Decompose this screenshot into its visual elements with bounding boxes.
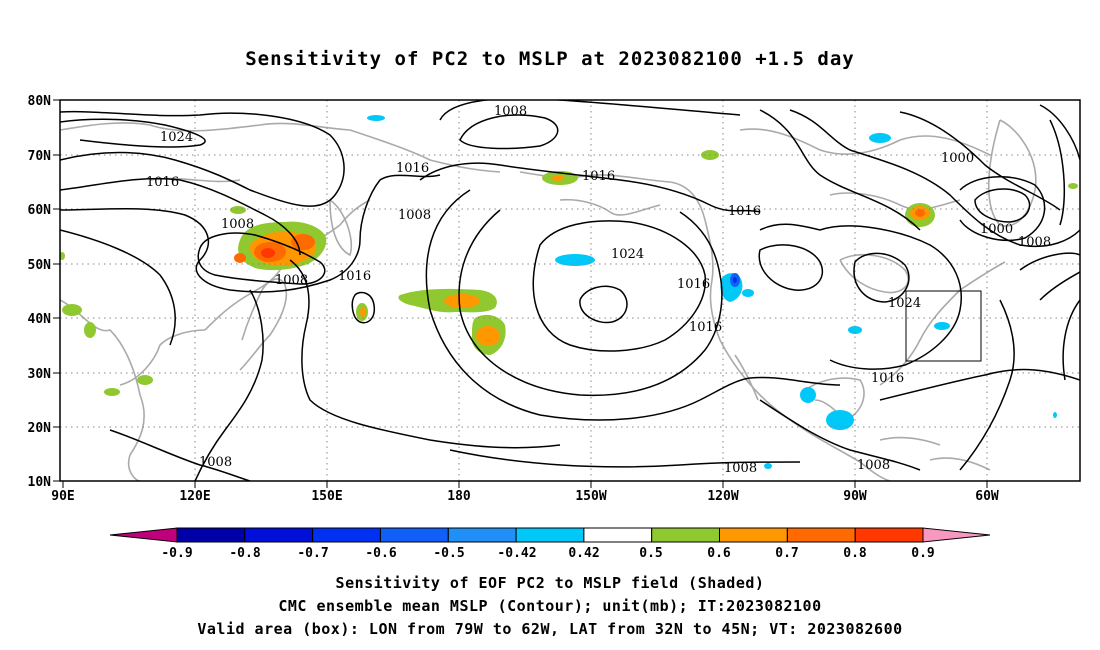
- colorbar-label: -0.8: [229, 546, 260, 561]
- lon-label: 90W: [843, 489, 867, 504]
- contour-label: 1008: [275, 273, 308, 288]
- contour-label: 1000: [980, 222, 1013, 237]
- contour-label: 1008: [221, 217, 254, 232]
- lat-label: 70N: [28, 149, 52, 164]
- colorbar-swatch: [244, 527, 314, 543]
- colorbar-swatch: [312, 527, 381, 543]
- contour-label: 1016: [396, 161, 429, 176]
- shade-small-green: [230, 206, 246, 214]
- contour-label: 1016: [582, 169, 615, 184]
- contour-label: 1016: [338, 269, 371, 284]
- axis-ticks: [53, 99, 988, 488]
- colorbar-label: 0.9: [911, 546, 934, 561]
- colorbar-swatch: [719, 527, 788, 543]
- caption-line-1: Sensitivity of EOF PC2 to MSLP field (Sh…: [335, 574, 765, 592]
- contour-label: 1008: [199, 455, 232, 470]
- lon-label: 120E: [179, 489, 210, 504]
- shade-central-pacific-positive: [356, 288, 506, 355]
- contour-label: 1024: [611, 247, 644, 262]
- contour-labels: 1008 1024 1016 1016 1016 1008 1008 1008 …: [146, 104, 1051, 476]
- contour-label: 1008: [494, 104, 527, 119]
- contour-label: 1000: [941, 151, 974, 166]
- lon-label: 90E: [51, 489, 74, 504]
- contour-label: 1008: [398, 208, 431, 223]
- lat-label: 40N: [28, 312, 52, 327]
- contour-label: 1016: [689, 320, 722, 335]
- colorbar-min-arrow: [109, 527, 178, 543]
- contour-label: 1016: [871, 371, 904, 386]
- contour-label: 1016: [728, 204, 761, 219]
- colorbar-label: -0.6: [365, 546, 396, 561]
- colorbar-swatch: [447, 527, 517, 543]
- colorbar-label: -0.9: [161, 546, 192, 561]
- contour-label: 1024: [160, 130, 193, 145]
- lat-label: 60N: [28, 203, 52, 218]
- contour-label: 1024: [888, 296, 921, 311]
- contour-label: 1008: [1018, 235, 1051, 250]
- lat-label: 30N: [28, 367, 52, 382]
- valid-area-box: [905, 290, 982, 362]
- colorbar-swatch: [854, 527, 924, 543]
- lon-label: 180: [447, 489, 471, 504]
- colorbar-swatch: [176, 527, 246, 543]
- shade-negative-blue: [367, 115, 1057, 469]
- latitude-labels: 80N 70N 60N 50N 40N 30N 20N 10N: [28, 94, 52, 490]
- lon-label: 150W: [575, 489, 606, 504]
- lat-label: 50N: [28, 258, 52, 273]
- chart-title: Sensitivity of PC2 to MSLP at 2023082100…: [245, 48, 855, 70]
- colorbar-label: 0.5: [639, 546, 662, 561]
- shade-west-green-spots: [60, 252, 153, 396]
- contour-label: 1008: [724, 461, 757, 476]
- lon-label: 60W: [975, 489, 999, 504]
- shade-siberia-positive: [234, 221, 327, 271]
- contour-label: 1008: [857, 458, 890, 473]
- lon-label: 120W: [707, 489, 738, 504]
- colorbar-label: -0.7: [297, 546, 328, 561]
- colorbar-swatch: [786, 527, 856, 543]
- caption-line-2: CMC ensemble mean MSLP (Contour); unit(m…: [278, 597, 822, 615]
- colorbar-swatch: [515, 527, 585, 543]
- lon-label: 150E: [311, 489, 342, 504]
- colorbar-label: -0.42: [497, 546, 536, 561]
- sensitivity-shading: [60, 115, 1078, 469]
- contour-label: 1016: [146, 175, 179, 190]
- colorbar-label: 0.42: [568, 546, 599, 561]
- colorbar-label: 0.6: [707, 546, 731, 561]
- mslp-contours: [60, 100, 1080, 481]
- colorbar-max-arrow: [922, 527, 991, 543]
- lat-label: 10N: [28, 475, 52, 490]
- colorbar-swatch: [583, 527, 653, 543]
- map-frame: [59, 99, 1081, 482]
- longitude-labels: 90E 120E 150E 180 150W 120W 90W 60W: [51, 489, 999, 504]
- colorbar-swatch: [380, 527, 449, 543]
- colorbar-label: -0.5: [433, 546, 464, 561]
- colorbar-label: 0.8: [843, 546, 867, 561]
- lat-label: 80N: [28, 94, 52, 109]
- lat-label: 20N: [28, 421, 52, 436]
- colorbar-label: 0.7: [775, 546, 798, 561]
- contour-label: 1016: [677, 277, 710, 292]
- colorbar: -0.9 -0.8 -0.7 -0.6 -0.5 -0.42 0.42 0.5 …: [109, 527, 991, 561]
- colorbar-swatch: [651, 527, 721, 543]
- caption-line-3: Valid area (box): LON from 79W to 62W, L…: [197, 620, 903, 638]
